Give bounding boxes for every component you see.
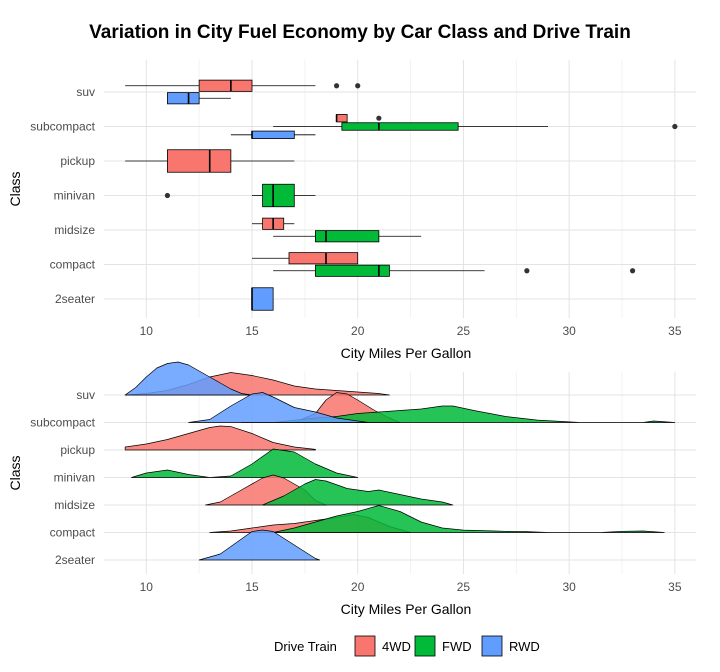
y-tick-label: pickup (60, 443, 95, 457)
x-tick-label: 15 (245, 580, 259, 594)
ridge-rwd-2seater (198, 529, 321, 561)
box-fwd-midsize (315, 230, 380, 243)
box-4wd-subcompact (336, 114, 348, 123)
ridge-fwd-minivan (131, 448, 359, 478)
box-rwd-suv (167, 92, 200, 105)
y-tick-label: pickup (60, 154, 95, 168)
legend-label-4wd: 4WD (382, 639, 411, 654)
box-rwd-2seater (251, 287, 274, 311)
legend-label-rwd: RWD (509, 639, 540, 654)
y-tick-label: 2seater (55, 292, 95, 306)
boxplot-panel: 10 15 20 25 30 35 2seater compact midsize minivan… (7, 60, 696, 361)
box-outlier-point (355, 83, 361, 89)
legend-swatch-4wd (354, 635, 376, 657)
box-outlier-point (376, 115, 382, 121)
x-tick-label: 35 (668, 324, 682, 338)
ridge-4wd-pickup (124, 425, 316, 451)
box-4wd-compact (288, 252, 359, 265)
y-axis-title: Class (7, 171, 23, 206)
y-tick-label: compact (50, 258, 96, 272)
y-tick-label: minivan (54, 189, 95, 203)
box-outlier-point (164, 192, 171, 199)
ridge-rwd-subcompact (188, 392, 369, 423)
ridgeline-panel: 10 15 20 25 30 35 2seater compact midsize minivan… (7, 361, 696, 617)
x-axis-title: City Miles Per Gallon (341, 601, 472, 617)
y-tick-label: midsize (54, 223, 95, 237)
x-tick-label: 35 (668, 580, 682, 594)
box-fwd-subcompact (341, 122, 459, 131)
box-rwd-subcompact (251, 130, 295, 139)
x-tick-label: 30 (562, 324, 576, 338)
legend-swatch-rwd (481, 635, 503, 657)
ridge-fwd-compact (272, 505, 665, 533)
y-tick-label: suv (76, 85, 95, 99)
y-tick-label: compact (50, 526, 96, 540)
box-4wd-pickup (167, 149, 232, 173)
legend-title: Drive Train (274, 639, 337, 654)
legend-label-fwd: FWD (442, 639, 472, 654)
ridge-fwd-subcompact (241, 405, 676, 423)
x-axis-title: City Miles Per Gallon (341, 345, 472, 361)
x-tick-label: 25 (457, 324, 471, 338)
chart-title: Variation in City Fuel Economy by Car Cl… (89, 22, 631, 43)
legend-swatch-fwd (414, 635, 436, 657)
y-tick-label: midsize (54, 498, 95, 512)
y-tick-label: 2seater (55, 553, 95, 567)
x-tick-label: 15 (245, 324, 259, 338)
y-tick-label: subcompact (30, 120, 95, 134)
y-tick-label: minivan (54, 471, 95, 485)
ridge-fwd-midsize (262, 479, 454, 506)
box-outlier-point (524, 268, 530, 274)
box-outlier-point (333, 83, 340, 89)
x-tick-label: 20 (351, 580, 365, 594)
box-4wd-suv (198, 79, 253, 92)
y-axis-title: Class (7, 455, 23, 490)
y-tick-label: subcompact (30, 416, 95, 430)
x-tick-label: 30 (562, 580, 576, 594)
x-tick-label: 10 (140, 580, 154, 594)
box-fwd-compact (315, 264, 390, 277)
x-tick-label: 25 (457, 580, 471, 594)
box-outlier-point (629, 268, 636, 274)
ridge-rwd-suv (124, 361, 253, 396)
legend: Drive Train 4WD FWD RWD (274, 635, 540, 657)
x-tick-label: 20 (351, 324, 365, 338)
y-tick-label: suv (76, 388, 95, 402)
box-outlier-point (672, 123, 678, 130)
box-fwd-minivan (262, 183, 295, 208)
x-tick-label: 10 (140, 324, 154, 338)
